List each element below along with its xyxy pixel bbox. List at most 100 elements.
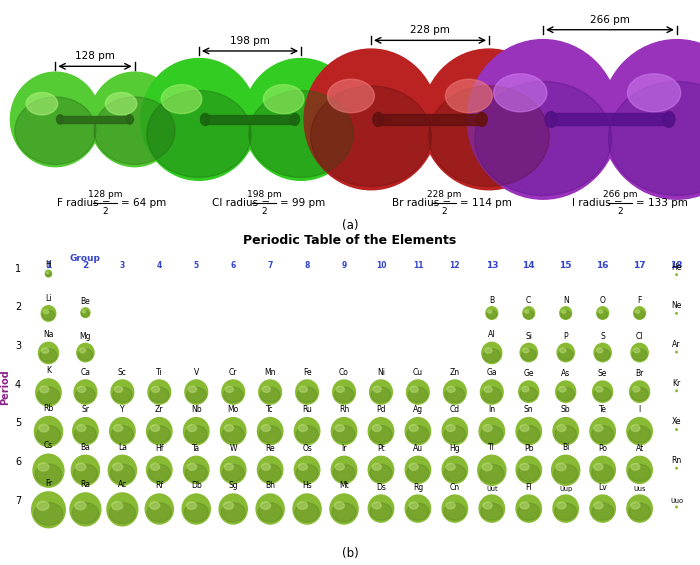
Ellipse shape: [598, 310, 603, 313]
Text: V: V: [194, 368, 199, 377]
Ellipse shape: [556, 463, 566, 471]
Text: Ne: Ne: [671, 301, 682, 310]
Ellipse shape: [594, 463, 603, 470]
Text: Ds: Ds: [376, 483, 386, 492]
Ellipse shape: [561, 311, 570, 319]
Ellipse shape: [261, 425, 270, 432]
Ellipse shape: [594, 344, 611, 362]
Ellipse shape: [488, 310, 492, 313]
Ellipse shape: [186, 464, 207, 481]
Text: 266 pm: 266 pm: [603, 190, 638, 199]
Ellipse shape: [520, 463, 529, 470]
Text: 17: 17: [634, 262, 646, 271]
Ellipse shape: [594, 502, 603, 509]
Ellipse shape: [676, 274, 678, 275]
Ellipse shape: [442, 418, 468, 445]
Ellipse shape: [593, 381, 612, 402]
Text: Ir: Ir: [342, 444, 346, 453]
Text: N: N: [563, 295, 568, 305]
Ellipse shape: [77, 344, 94, 362]
Text: Rh: Rh: [339, 405, 349, 414]
Ellipse shape: [75, 502, 86, 510]
Bar: [378, 114, 482, 125]
Ellipse shape: [520, 388, 538, 401]
Ellipse shape: [676, 467, 678, 469]
Text: Re: Re: [265, 444, 275, 453]
Ellipse shape: [481, 503, 503, 520]
Ellipse shape: [559, 349, 573, 360]
Ellipse shape: [311, 86, 431, 186]
Text: S: S: [601, 332, 605, 341]
Ellipse shape: [260, 387, 280, 402]
Text: Al: Al: [488, 331, 496, 340]
Ellipse shape: [46, 272, 48, 273]
Ellipse shape: [632, 349, 647, 360]
Ellipse shape: [480, 380, 503, 404]
Text: Pt: Pt: [377, 444, 385, 453]
Text: 7: 7: [267, 262, 273, 271]
Text: In: In: [488, 405, 496, 414]
Text: 9: 9: [342, 262, 346, 271]
Text: C: C: [526, 295, 531, 305]
Text: Bh: Bh: [265, 481, 275, 490]
Ellipse shape: [81, 308, 90, 318]
Ellipse shape: [368, 495, 393, 522]
Ellipse shape: [590, 495, 615, 522]
Text: I: I: [638, 405, 640, 414]
Ellipse shape: [442, 495, 468, 522]
Text: (a): (a): [342, 219, 358, 232]
Ellipse shape: [186, 425, 207, 443]
Ellipse shape: [332, 380, 356, 404]
Text: Sc: Sc: [118, 368, 127, 377]
Text: 2: 2: [15, 302, 21, 312]
Text: Tl: Tl: [489, 442, 495, 451]
Ellipse shape: [627, 74, 680, 112]
Ellipse shape: [370, 464, 392, 481]
Ellipse shape: [479, 495, 505, 522]
Ellipse shape: [525, 310, 529, 313]
Ellipse shape: [43, 310, 48, 314]
Text: Fe: Fe: [303, 368, 312, 377]
Text: Pb: Pb: [524, 444, 533, 453]
Ellipse shape: [148, 464, 170, 481]
Ellipse shape: [296, 425, 318, 443]
Ellipse shape: [676, 351, 678, 353]
Ellipse shape: [608, 81, 700, 195]
Ellipse shape: [335, 425, 344, 432]
Text: 266 pm: 266 pm: [590, 15, 630, 25]
Text: Lv: Lv: [598, 483, 607, 492]
Ellipse shape: [372, 463, 382, 470]
Text: Si: Si: [525, 332, 532, 341]
Ellipse shape: [595, 349, 610, 360]
Text: 5: 5: [194, 262, 199, 271]
Ellipse shape: [36, 425, 60, 445]
Ellipse shape: [71, 455, 99, 485]
Ellipse shape: [243, 59, 359, 180]
Ellipse shape: [295, 418, 320, 445]
Ellipse shape: [298, 425, 307, 432]
Text: Pd: Pd: [376, 405, 386, 414]
Text: 228 pm: 228 pm: [410, 25, 450, 36]
Text: Hs: Hs: [302, 481, 312, 490]
Ellipse shape: [298, 387, 317, 402]
Text: 16: 16: [596, 262, 609, 271]
Bar: [205, 115, 295, 124]
Ellipse shape: [76, 425, 85, 432]
Text: Sn: Sn: [524, 405, 533, 414]
Ellipse shape: [477, 455, 506, 485]
Ellipse shape: [555, 425, 577, 443]
Text: Hg: Hg: [449, 444, 460, 453]
Ellipse shape: [408, 387, 428, 402]
Ellipse shape: [407, 425, 429, 443]
Text: Mo: Mo: [228, 405, 239, 414]
Ellipse shape: [110, 418, 135, 445]
Ellipse shape: [304, 49, 438, 190]
Ellipse shape: [300, 386, 307, 392]
Ellipse shape: [72, 503, 99, 524]
Ellipse shape: [486, 311, 497, 319]
Ellipse shape: [557, 425, 566, 432]
Text: Mt: Mt: [340, 481, 349, 490]
Ellipse shape: [556, 381, 575, 402]
Ellipse shape: [368, 418, 393, 445]
Text: = 133 pm: = 133 pm: [636, 198, 688, 208]
